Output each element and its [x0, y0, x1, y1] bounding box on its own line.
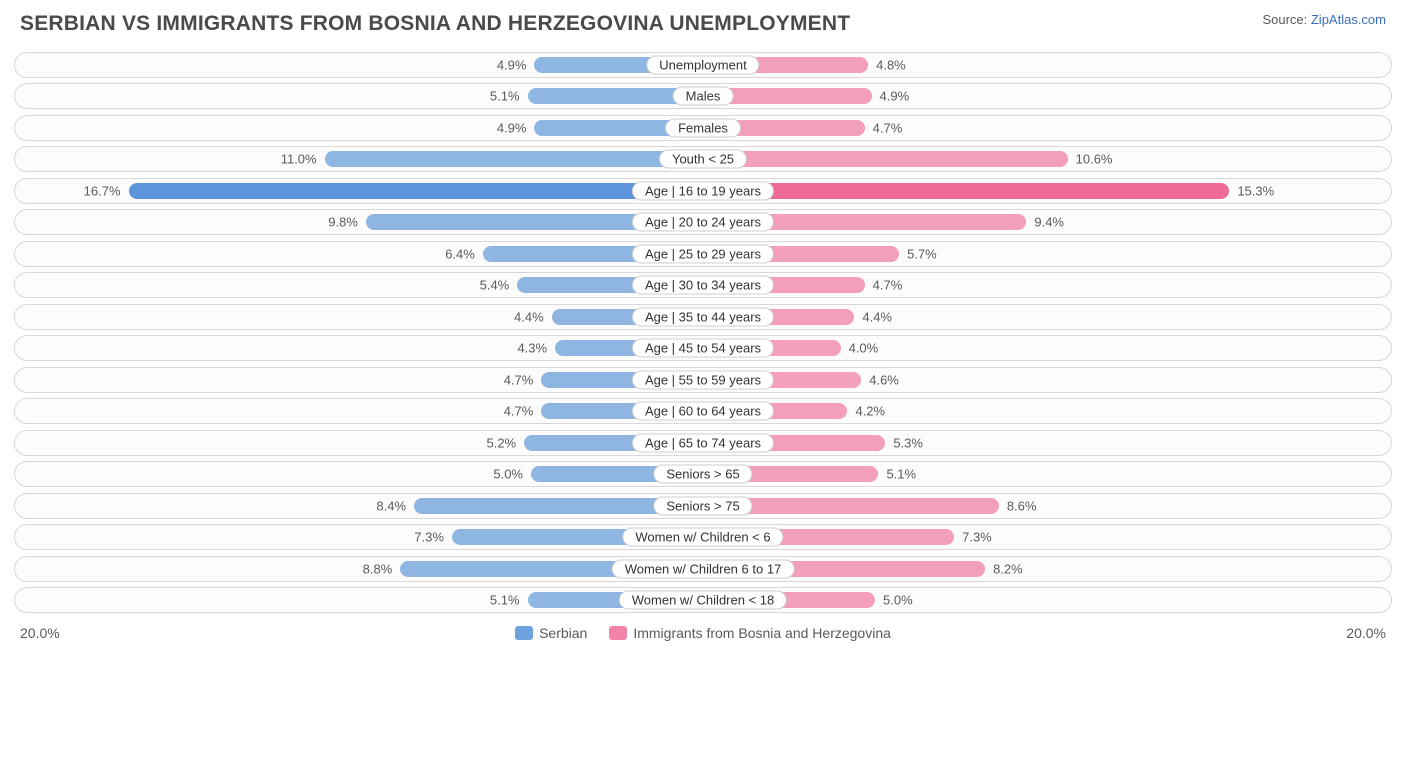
- value-label-left: 4.7%: [504, 404, 534, 419]
- bar-right: [703, 151, 1068, 167]
- chart-container: SERBIAN VS IMMIGRANTS FROM BOSNIA AND HE…: [0, 0, 1406, 649]
- value-label-left: 4.7%: [504, 372, 534, 387]
- legend-item-right: Immigrants from Bosnia and Herzegovina: [609, 625, 891, 641]
- chart-row: 4.9% 4.8% Unemployment: [14, 52, 1392, 78]
- value-label-right: 10.6%: [1076, 152, 1113, 167]
- bar-left: [325, 151, 703, 167]
- value-label-left: 6.4%: [445, 246, 475, 261]
- value-label-left: 7.3%: [414, 530, 444, 545]
- chart-row: 5.2% 5.3% Age | 65 to 74 years: [14, 430, 1392, 456]
- value-label-right: 9.4%: [1034, 215, 1064, 230]
- value-label-left: 5.0%: [493, 467, 523, 482]
- category-label: Age | 20 to 24 years: [632, 213, 774, 232]
- chart-row: 4.7% 4.6% Age | 55 to 59 years: [14, 367, 1392, 393]
- value-label-right: 4.8%: [876, 57, 906, 72]
- category-label: Age | 25 to 29 years: [632, 244, 774, 263]
- category-label: Women w/ Children 6 to 17: [612, 559, 795, 578]
- bar-left: [129, 183, 703, 199]
- value-label-left: 5.1%: [490, 89, 520, 104]
- category-label: Age | 65 to 74 years: [632, 433, 774, 452]
- category-label: Age | 55 to 59 years: [632, 370, 774, 389]
- value-label-right: 4.2%: [855, 404, 885, 419]
- legend-label-right: Immigrants from Bosnia and Herzegovina: [633, 625, 891, 641]
- chart-row: 4.4% 4.4% Age | 35 to 44 years: [14, 304, 1392, 330]
- chart-row: 4.9% 4.7% Females: [14, 115, 1392, 141]
- value-label-left: 11.0%: [281, 152, 317, 167]
- category-label: Age | 16 to 19 years: [632, 181, 774, 200]
- chart-row: 4.3% 4.0% Age | 45 to 54 years: [14, 335, 1392, 361]
- chart-row: 11.0% 10.6% Youth < 25: [14, 146, 1392, 172]
- chart-row: 5.4% 4.7% Age | 30 to 34 years: [14, 272, 1392, 298]
- value-label-left: 4.9%: [497, 120, 527, 135]
- value-label-right: 4.9%: [880, 89, 910, 104]
- chart-row: 8.8% 8.2% Women w/ Children 6 to 17: [14, 556, 1392, 582]
- value-label-right: 4.6%: [869, 372, 899, 387]
- chart-row: 8.4% 8.6% Seniors > 75: [14, 493, 1392, 519]
- legend-label-left: Serbian: [539, 625, 587, 641]
- chart-row: 5.1% 4.9% Males: [14, 83, 1392, 109]
- value-label-right: 4.0%: [849, 341, 879, 356]
- value-label-left: 5.1%: [490, 593, 520, 608]
- bar-right: [703, 183, 1229, 199]
- value-label-right: 5.3%: [893, 435, 923, 450]
- legend-swatch-left: [515, 626, 533, 640]
- value-label-left: 8.8%: [363, 561, 393, 576]
- value-label-right: 5.7%: [907, 246, 937, 261]
- category-label: Age | 35 to 44 years: [632, 307, 774, 326]
- value-label-right: 4.7%: [873, 120, 903, 135]
- source-link[interactable]: ZipAtlas.com: [1311, 12, 1386, 27]
- chart-row: 5.1% 5.0% Women w/ Children < 18: [14, 587, 1392, 613]
- category-label: Women w/ Children < 18: [619, 591, 787, 610]
- value-label-right: 15.3%: [1237, 183, 1274, 198]
- chart-row: 9.8% 9.4% Age | 20 to 24 years: [14, 209, 1392, 235]
- value-label-right: 8.2%: [993, 561, 1023, 576]
- value-label-left: 16.7%: [84, 183, 121, 198]
- value-label-left: 5.2%: [486, 435, 516, 450]
- legend-item-left: Serbian: [515, 625, 587, 641]
- header: SERBIAN VS IMMIGRANTS FROM BOSNIA AND HE…: [14, 8, 1392, 46]
- legend-swatch-right: [609, 626, 627, 640]
- source-prefix: Source:: [1262, 12, 1310, 27]
- category-label: Youth < 25: [659, 150, 747, 169]
- category-label: Seniors > 75: [653, 496, 752, 515]
- chart-row: 5.0% 5.1% Seniors > 65: [14, 461, 1392, 487]
- value-label-right: 5.1%: [886, 467, 916, 482]
- value-label-right: 4.4%: [862, 309, 892, 324]
- diverging-bar-chart: 4.9% 4.8% Unemployment 5.1% 4.9% Males 4.9% 4.7…: [14, 52, 1392, 614]
- value-label-left: 8.4%: [376, 498, 406, 513]
- category-label: Age | 60 to 64 years: [632, 402, 774, 421]
- chart-row: 4.7% 4.2% Age | 60 to 64 years: [14, 398, 1392, 424]
- chart-row: 16.7% 15.3% Age | 16 to 19 years: [14, 178, 1392, 204]
- value-label-left: 9.8%: [328, 215, 358, 230]
- value-label-right: 7.3%: [962, 530, 992, 545]
- value-label-right: 4.7%: [873, 278, 903, 293]
- legend: Serbian Immigrants from Bosnia and Herze…: [515, 625, 891, 641]
- category-label: Age | 45 to 54 years: [632, 339, 774, 358]
- category-label: Age | 30 to 34 years: [632, 276, 774, 295]
- category-label: Females: [665, 118, 741, 137]
- chart-row: 7.3% 7.3% Women w/ Children < 6: [14, 524, 1392, 550]
- value-label-left: 4.3%: [517, 341, 547, 356]
- chart-title: SERBIAN VS IMMIGRANTS FROM BOSNIA AND HE…: [20, 12, 850, 36]
- value-label-right: 5.0%: [883, 593, 913, 608]
- axis-max-left: 20.0%: [20, 625, 60, 641]
- category-label: Males: [673, 87, 734, 106]
- category-label: Seniors > 65: [653, 465, 752, 484]
- source-attribution: Source: ZipAtlas.com: [1262, 12, 1386, 27]
- axis-max-right: 20.0%: [1346, 625, 1386, 641]
- category-label: Unemployment: [646, 55, 759, 74]
- chart-row: 6.4% 5.7% Age | 25 to 29 years: [14, 241, 1392, 267]
- value-label-left: 4.9%: [497, 57, 527, 72]
- value-label-right: 8.6%: [1007, 498, 1037, 513]
- value-label-left: 4.4%: [514, 309, 544, 324]
- value-label-left: 5.4%: [480, 278, 510, 293]
- chart-footer: 20.0% Serbian Immigrants from Bosnia and…: [14, 619, 1392, 641]
- category-label: Women w/ Children < 6: [622, 528, 783, 547]
